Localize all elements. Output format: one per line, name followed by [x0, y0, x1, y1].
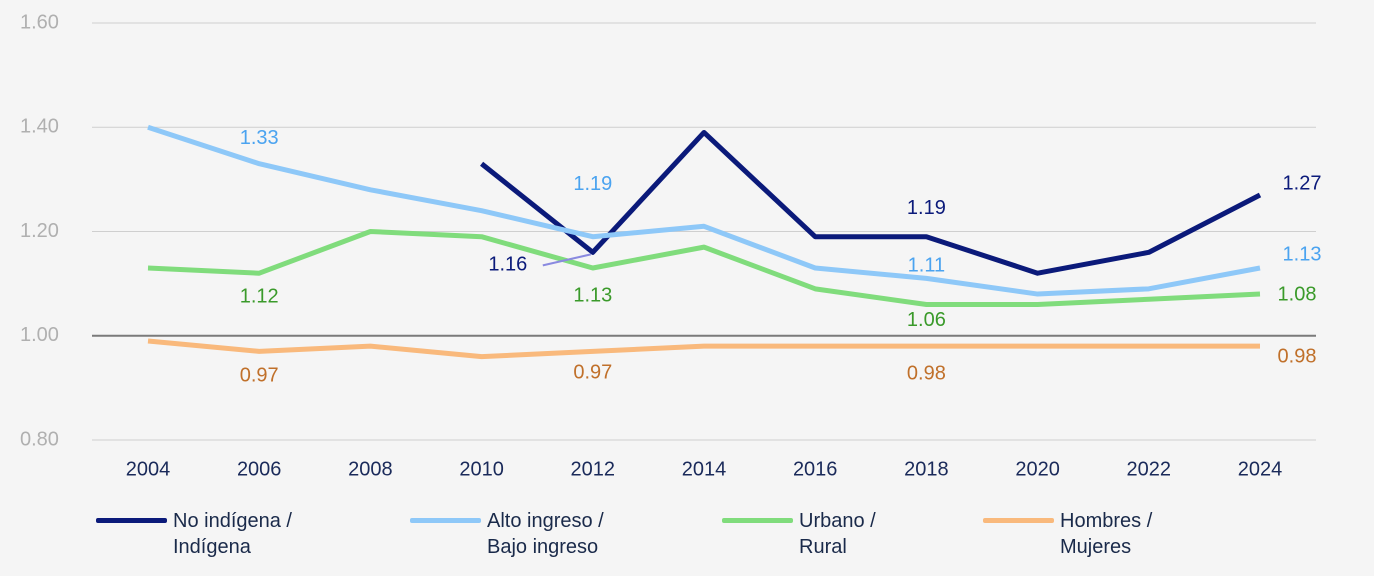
x-tick-label: 2004: [126, 458, 171, 480]
data-label: 1.27: [1283, 172, 1322, 194]
y-tick-label: 0.80: [20, 428, 59, 450]
legend-swatch: [983, 518, 1054, 523]
data-label: 1.16: [488, 254, 527, 276]
data-label: 1.12: [240, 285, 279, 307]
data-label: 1.13: [573, 284, 612, 306]
data-label: 1.08: [1278, 283, 1317, 305]
x-tick-label: 2010: [459, 458, 504, 480]
y-tick-label: 1.60: [20, 11, 59, 33]
y-tick-label: 1.00: [20, 324, 59, 346]
data-label: 1.33: [240, 127, 279, 149]
data-label: 0.98: [1278, 345, 1317, 367]
series-line: [480, 129, 1262, 276]
y-tick-label: 1.40: [20, 116, 59, 138]
x-tick-label: 2012: [571, 458, 616, 480]
data-label: 0.97: [240, 365, 279, 387]
x-tick-label: 2024: [1238, 458, 1283, 480]
series-line: [147, 124, 1261, 297]
data-label: 1.06: [907, 309, 946, 331]
data-label: 0.98: [907, 362, 946, 384]
data-label: 1.11: [908, 255, 945, 277]
y-tick-label: 1.20: [20, 220, 59, 242]
x-tick-label: 2014: [682, 458, 727, 480]
legend-swatch: [410, 518, 481, 523]
series-line: [147, 338, 1260, 360]
data-label: 0.97: [573, 362, 612, 384]
x-tick-label: 2016: [793, 458, 838, 480]
data-label: 1.13: [1283, 243, 1322, 265]
legend-label: No indígena / Indígena: [173, 510, 292, 558]
legend-swatch: [722, 518, 793, 523]
x-tick-label: 2020: [1015, 458, 1060, 480]
data-label: 1.19: [573, 173, 612, 195]
data-label: 1.19: [907, 197, 946, 219]
legend-swatch: [96, 518, 167, 523]
series-line: [147, 229, 1261, 307]
legend-label: Alto ingreso / Bajo ingreso: [487, 510, 604, 558]
legend-label: Hombres / Mujeres: [1060, 510, 1153, 558]
leader-line: [542, 253, 592, 267]
x-tick-label: 2008: [348, 458, 393, 480]
legend-label: Urbano / Rural: [799, 510, 876, 558]
x-tick-label: 2018: [904, 458, 949, 480]
x-tick-label: 2006: [237, 458, 282, 480]
x-tick-label: 2022: [1127, 458, 1172, 480]
